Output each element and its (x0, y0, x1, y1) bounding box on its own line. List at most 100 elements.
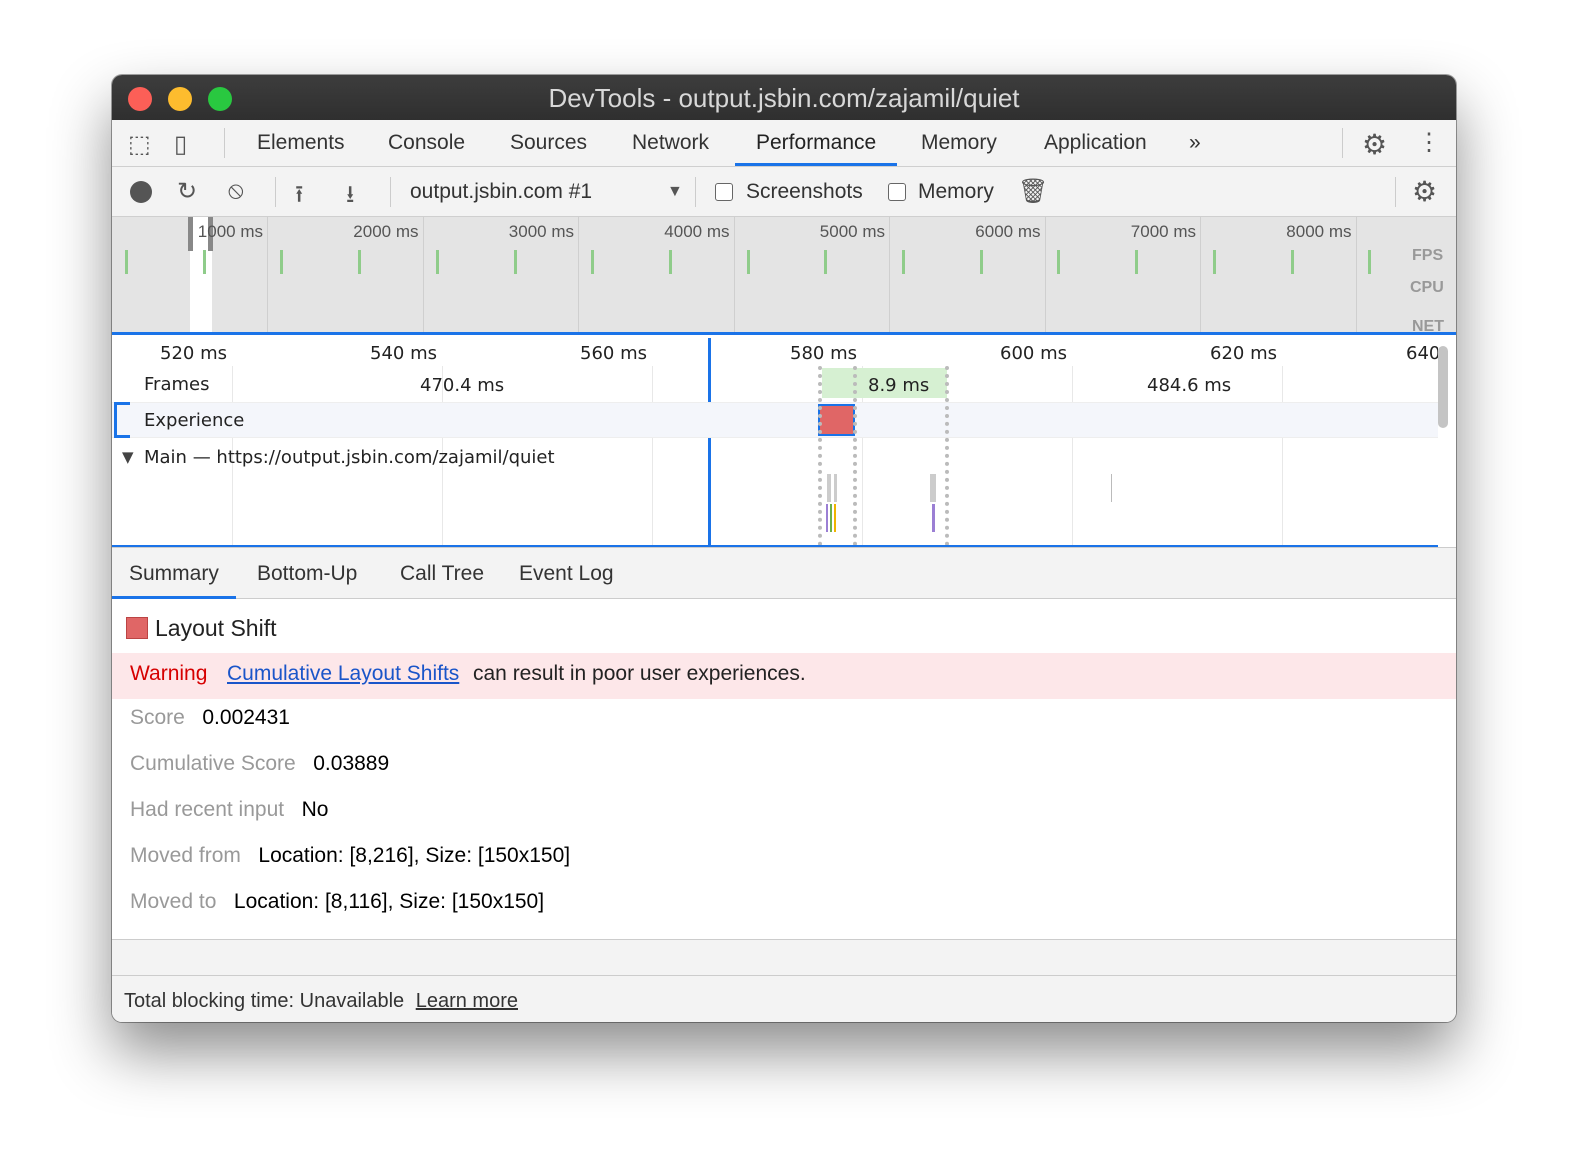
task-block[interactable] (834, 474, 837, 502)
summary-title: Layout Shift (155, 615, 277, 641)
tab-sources[interactable]: Sources (510, 131, 588, 154)
timeline-overview[interactable]: FPS CPU NET 1000 ms 2000 ms 3000 ms 4000 ms… (112, 217, 1456, 335)
selection-marker (708, 338, 711, 547)
collapse-triangle-icon[interactable]: ▼ (122, 448, 134, 466)
footer-bar: Total blocking time: Unavailable Learn m… (112, 975, 1456, 1022)
overview-tick-label: 7000 ms (1130, 222, 1196, 241)
reload-icon[interactable]: ↻ (177, 178, 198, 205)
script-block[interactable] (834, 504, 836, 532)
overview-tick-label: 8000 ms (1286, 222, 1352, 241)
memory-checkbox[interactable] (888, 183, 906, 201)
inspect-element-icon[interactable]: ⬚ (128, 131, 151, 158)
task-block[interactable] (930, 474, 936, 502)
paint-block[interactable] (826, 504, 828, 532)
layout-shift-event[interactable] (818, 404, 855, 436)
fps-frame-mark (1135, 250, 1139, 274)
fps-frame-mark (824, 250, 828, 274)
experience-label: Experience (144, 410, 245, 431)
fps-frame-mark (125, 250, 128, 274)
overview-gridline (578, 217, 579, 332)
warning-text: can result in poor user experiences. (473, 662, 806, 685)
record-button[interactable] (130, 181, 152, 203)
layout-shift-swatch (126, 617, 148, 639)
flame-gridline (442, 366, 443, 547)
flame-tick-label: 560 ms (580, 343, 647, 364)
overview-gridline (733, 217, 735, 332)
frames-label: Frames (144, 374, 210, 395)
scrollbar-thumb[interactable] (1438, 346, 1448, 428)
frame-block[interactable] (822, 368, 947, 398)
main-tab-bar: ⬚ ▯ Elements Console Sources Network Per… (112, 120, 1456, 167)
cpu-label: CPU (1410, 279, 1444, 296)
fps-frame-mark (591, 250, 595, 274)
frame-divider (853, 366, 857, 546)
tab-event-log[interactable]: Event Log (519, 562, 614, 585)
tab-console[interactable]: Console (388, 131, 466, 154)
tab-application[interactable]: Application (1044, 131, 1147, 154)
zoom-button[interactable] (208, 87, 232, 111)
minimize-button[interactable] (168, 87, 192, 111)
net-label: NET (1412, 318, 1444, 335)
tab-call-tree[interactable]: Call Tree (400, 562, 485, 585)
fps-frame-mark (435, 250, 439, 274)
tab-memory[interactable]: Memory (921, 131, 997, 154)
main-thread-label[interactable]: Main — https://output.jsbin.com/zajamil/… (144, 447, 555, 468)
capture-settings-gear-icon[interactable]: ⚙ (1412, 176, 1438, 207)
task-block[interactable] (827, 474, 831, 502)
tab-performance[interactable]: Performance (735, 120, 898, 166)
upload-icon[interactable]: ⭱ (295, 181, 304, 208)
cls-link[interactable]: Cumulative Layout Shifts (227, 662, 460, 685)
overview-gridline (889, 217, 890, 332)
device-toolbar-icon[interactable]: ▯ (174, 131, 188, 158)
tab-bottom-up[interactable]: Bottom-Up (257, 562, 358, 585)
render-block[interactable] (830, 504, 832, 532)
title-bar: DevTools - output.jsbin.com/zajamil/quie… (112, 75, 1456, 120)
clear-icon[interactable]: ⦸ (228, 177, 244, 204)
overview-selection-window[interactable] (190, 217, 212, 332)
overview-tick-label: 1000 ms (197, 222, 263, 241)
overview-tick-label: 4000 ms (664, 222, 730, 241)
more-options-icon[interactable]: ⋮ (1417, 129, 1441, 156)
learn-more-link[interactable]: Learn more (415, 990, 518, 1012)
overview-gridline (1355, 217, 1357, 332)
selection-handle-right[interactable] (208, 217, 213, 251)
overview-gridline (422, 217, 424, 332)
screenshots-checkbox[interactable] (715, 183, 733, 201)
overview-tick-label: 2000 ms (353, 222, 419, 241)
chevron-down-icon[interactable]: ▼ (667, 183, 683, 200)
settings-gear-icon[interactable]: ⚙ (1362, 129, 1388, 160)
tab-elements[interactable]: Elements (257, 131, 345, 154)
frame-duration: 470.4 ms (420, 375, 505, 396)
recording-select[interactable]: output.jsbin.com #1 (410, 180, 593, 203)
trash-icon[interactable]: 🗑 (1018, 178, 1049, 205)
experience-track-bracket (114, 402, 130, 438)
flame-chart[interactable]: Frames 470.4 ms 8.9 ms 484.6 ms Experien… (112, 338, 1448, 547)
more-tabs-button[interactable]: » (1189, 131, 1201, 154)
summary-row-score: Score 0.002431 (130, 706, 290, 729)
download-icon[interactable]: ⭳ (346, 181, 355, 208)
devtools-window: DevTools - output.jsbin.com/zajamil/quie… (112, 75, 1456, 1022)
screenshots-label: Screenshots (746, 180, 863, 203)
overview-gridline (1200, 217, 1201, 332)
tab-network[interactable]: Network (632, 131, 710, 154)
selection-handle-left[interactable] (188, 217, 193, 251)
frame-divider (945, 366, 949, 546)
fps-frame-mark (746, 250, 750, 274)
flame-gridline (1282, 366, 1283, 547)
task-block[interactable] (1111, 474, 1112, 502)
fps-frame-mark (202, 250, 206, 274)
fps-frame-mark (1368, 250, 1372, 274)
fps-frame-mark (280, 250, 284, 274)
flame-tick-label: 640 (1406, 343, 1438, 364)
memory-label: Memory (918, 180, 994, 203)
fps-frame-mark (1212, 250, 1216, 274)
overview-tick-label: 5000 ms (819, 222, 885, 241)
overview-gridline (267, 217, 268, 332)
detail-tab-bar: Summary Bottom-Up Call Tree Event Log (112, 547, 1456, 599)
performance-toolbar: ↻ ⦸ ⭱ ⭳ output.jsbin.com #1 ▼ Screenshot… (112, 167, 1456, 217)
fps-label: FPS (1412, 247, 1444, 264)
summary-row-moved-to: Moved to Location: [8,116], Size: [150x1… (130, 890, 545, 913)
tab-summary[interactable]: Summary (112, 548, 236, 599)
close-button[interactable] (128, 87, 152, 111)
paint-block[interactable] (932, 504, 935, 532)
